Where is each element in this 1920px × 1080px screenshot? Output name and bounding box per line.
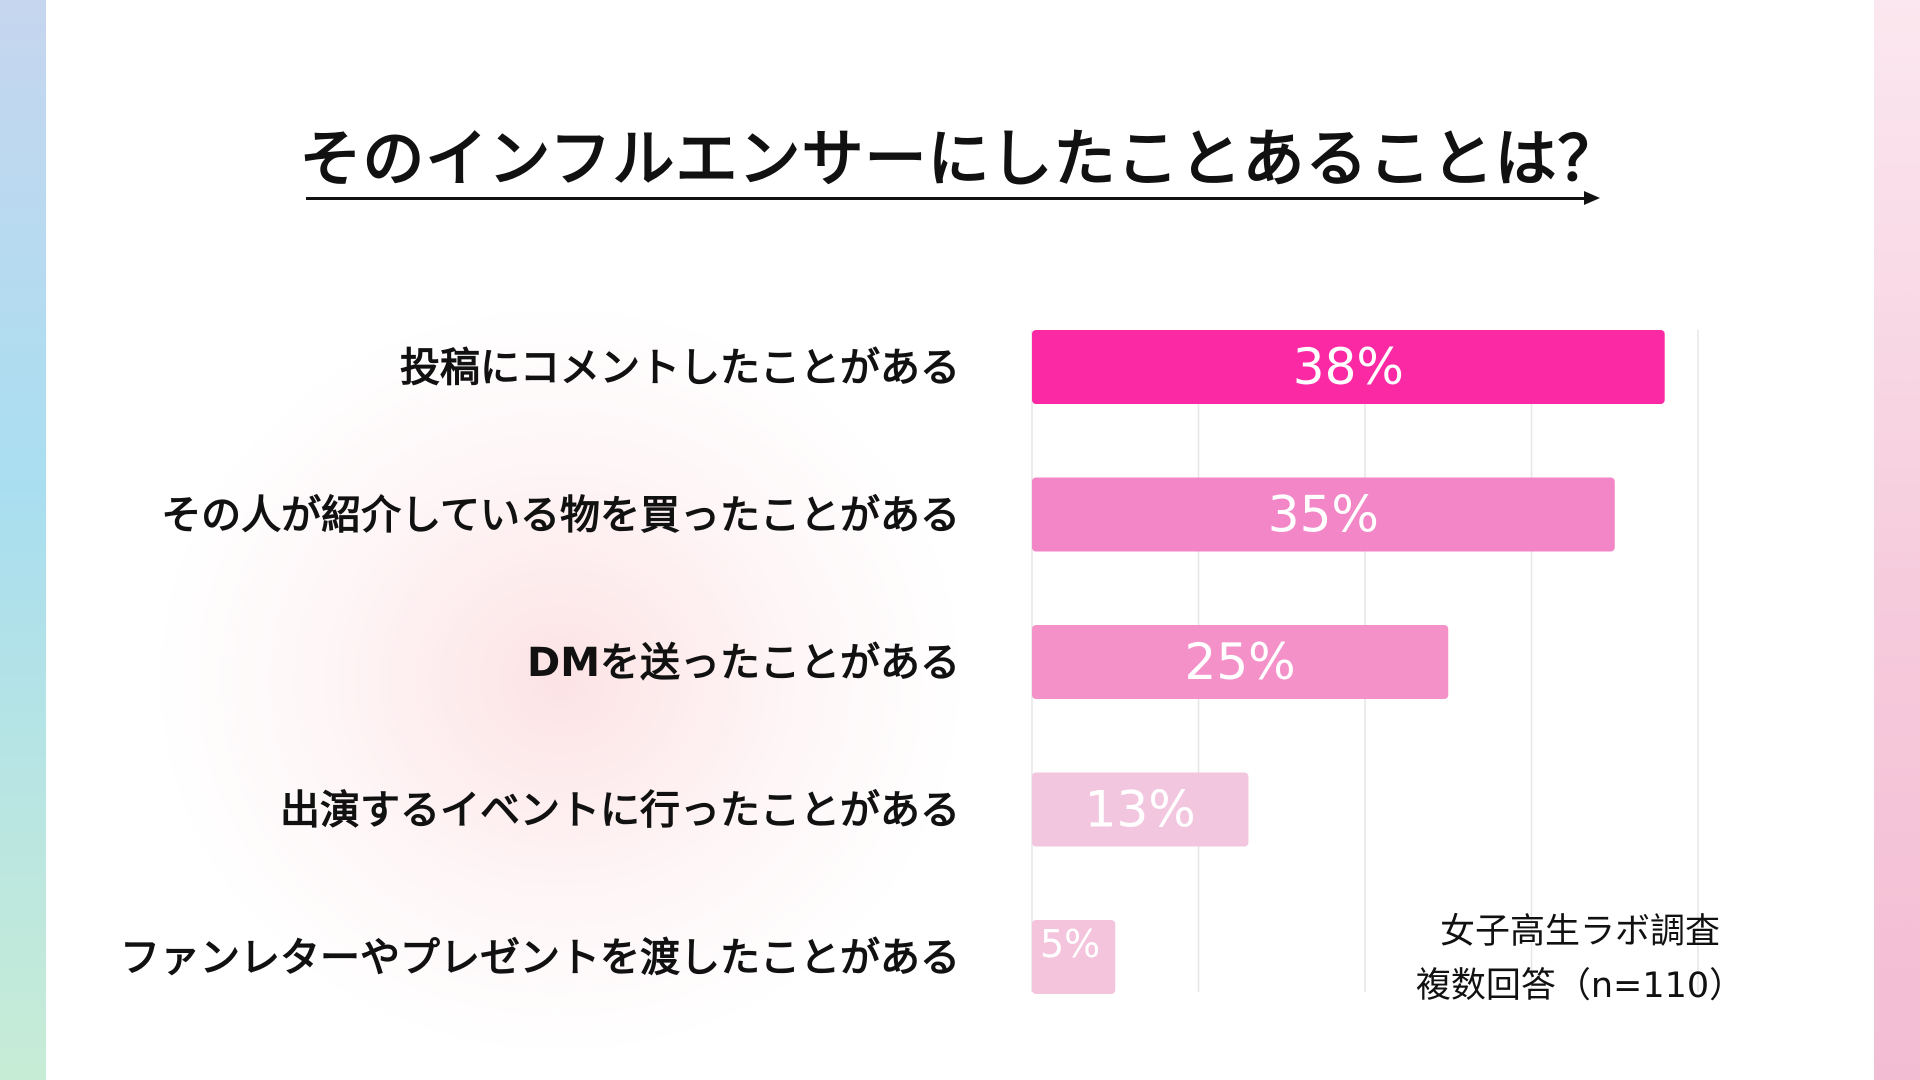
sparkle-icon: ✦ (612, 1050, 624, 1066)
title-underline (306, 197, 1588, 200)
background-glow (150, 300, 970, 1060)
source-line-2: 複数回答（n=110） (1415, 966, 1745, 1006)
bar (1032, 920, 1116, 994)
source-note: 女子高生ラボ調査 複数回答（n=110） (1360, 905, 1800, 1013)
category-label: その人が紹介している物を買ったことがある (161, 493, 960, 539)
arrow-head-icon (1584, 191, 1600, 205)
data-label: 35% (1268, 486, 1379, 544)
category-label: ファンレターやプレゼントを渡したことがある (120, 935, 960, 981)
left-gradient-edge (0, 0, 46, 1080)
sparkle-icon: ✦ (545, 1000, 564, 1025)
bar (1032, 772, 1249, 847)
sparkle-icon: ✦ (568, 1030, 582, 1049)
bar (1032, 477, 1615, 552)
source-line-1: 女子高生ラボ調査 (1439, 912, 1720, 952)
page-title: そのインフルエンサーにしたことあることは？ (299, 122, 1621, 195)
category-label: 投稿にコメントしたことがある (400, 345, 960, 391)
data-label: 13% (1085, 781, 1196, 839)
right-gradient-edge (1874, 0, 1920, 1080)
bar (1032, 625, 1449, 699)
category-label: 出演するイベントに行ったことがある (280, 788, 960, 834)
data-label: 38% (1293, 338, 1404, 396)
bar (1032, 330, 1665, 404)
category-label: DMを送ったことがある (527, 640, 960, 686)
data-label: 25% (1185, 633, 1296, 691)
data-label: 5% (1040, 922, 1100, 966)
